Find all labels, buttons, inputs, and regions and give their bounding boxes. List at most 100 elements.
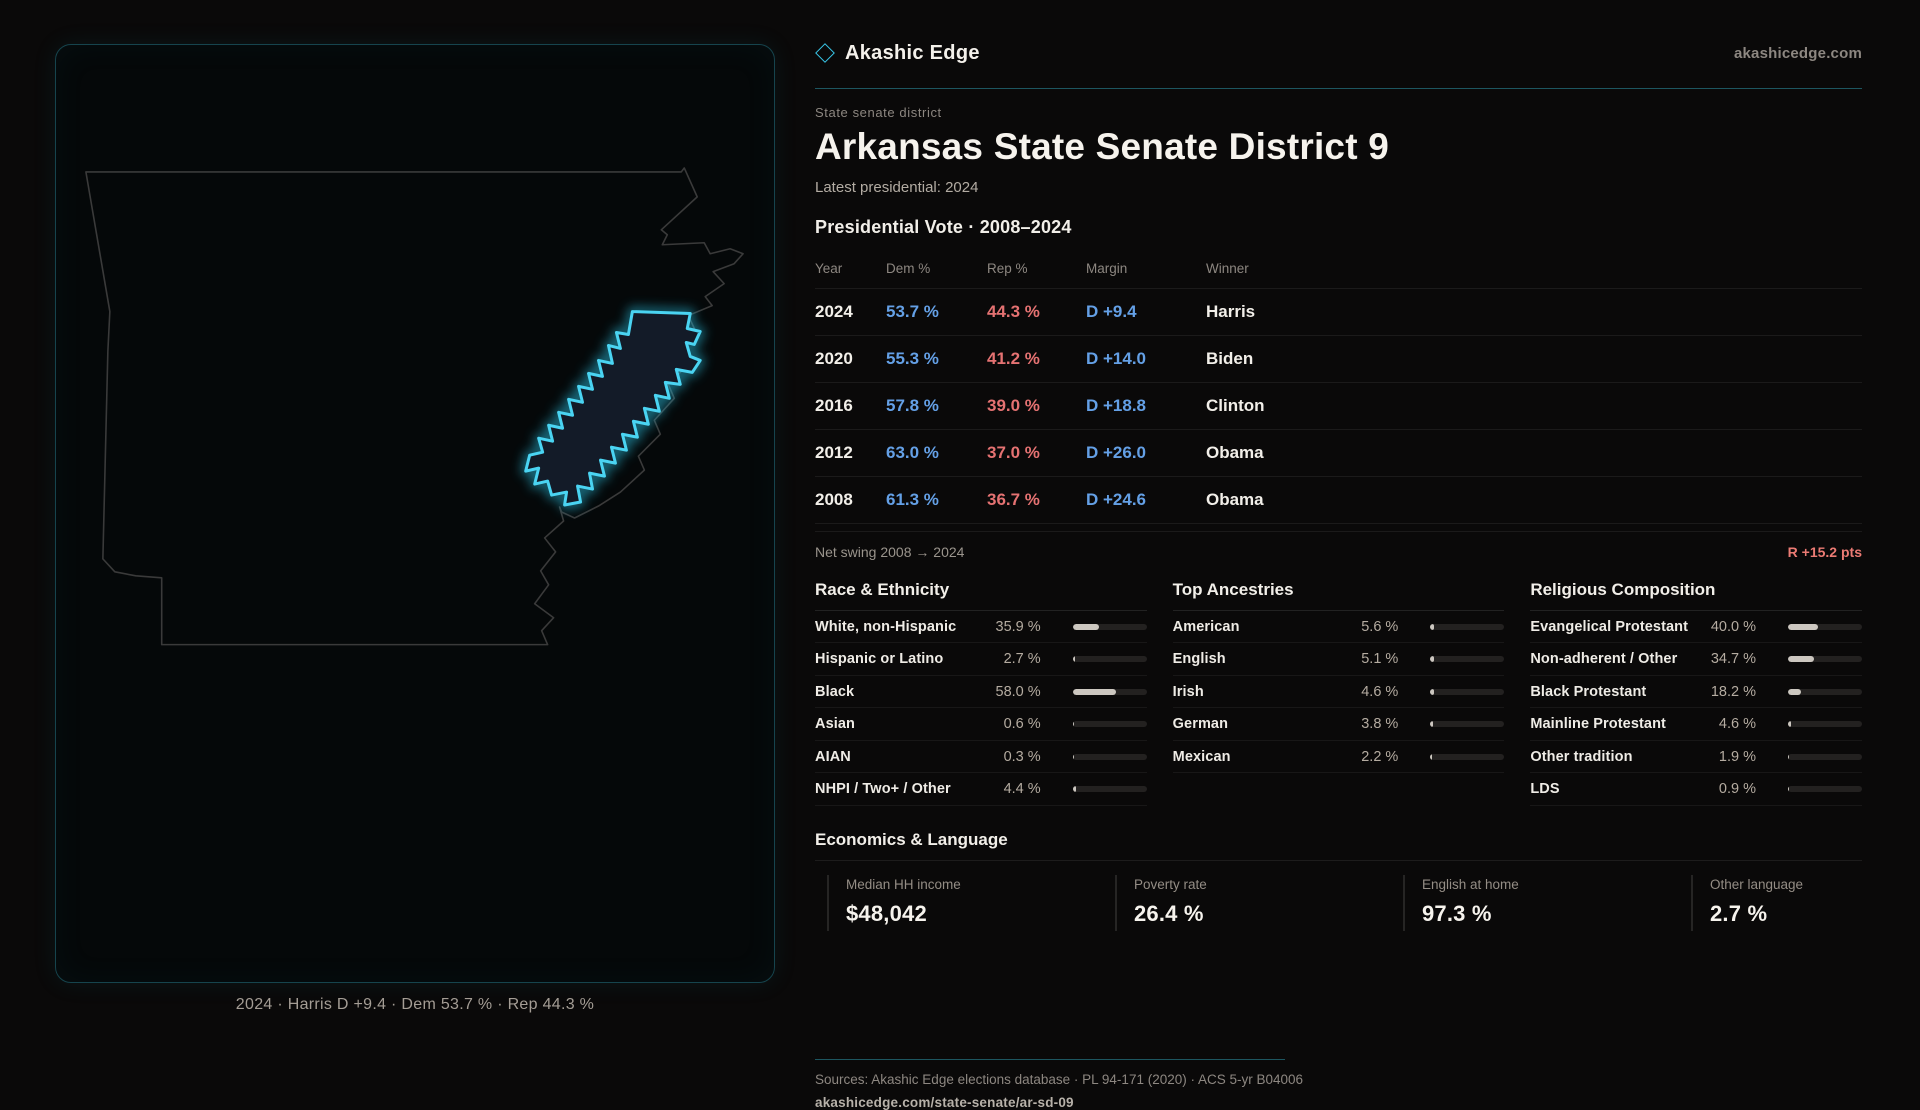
demographic-value: 18.2 % [1710,683,1756,700]
state-outline [85,167,744,646]
page-title: Arkansas State Senate District 9 [815,126,1389,167]
demographic-bar-track [1430,688,1505,695]
stat-label: English at home [1422,877,1519,893]
demographic-row: Irish 4.6 % [1172,676,1505,709]
stat-value: 97.3 % [1422,901,1492,927]
cell-winner: Obama [1206,442,1264,462]
demographic-value: 0.6 % [1003,716,1041,733]
brand-name: Akashic Edge [845,41,980,64]
cell-margin: D +26.0 [1086,442,1147,462]
demographic-bar-track [1430,721,1505,728]
demographic-row: Non-adherent / Other 34.7 % [1530,643,1862,676]
stat-block: Poverty rate 26.4 % [1115,875,1382,932]
demographic-row: LDS 0.9 % [1530,773,1862,806]
demographic-bar-fill [1430,623,1435,630]
net-swing-value: R +15.2 pts [1787,543,1862,560]
cell-year: 2020 [815,348,853,368]
election-table: Year Dem % Rep % Margin Winner 2024 53.7… [815,253,1862,524]
demographic-value: 58.0 % [995,683,1041,700]
col-header-rep: Rep % [987,260,1028,276]
demographic-label: Black [815,683,855,700]
cell-winner: Clinton [1206,395,1265,415]
demographic-label: Black Protestant [1530,683,1647,700]
cell-margin: D +14.0 [1086,348,1147,368]
demographic-label: English [1172,651,1226,668]
permalink[interactable]: akashicedge.com/state-senate/ar-sd-09 [815,1095,1074,1110]
stat-label: Other language [1710,877,1804,893]
demographic-bar-fill [1787,688,1802,695]
header-divider [815,88,1862,89]
col-header-winner: Winner [1206,260,1249,276]
demographic-value: 34.7 % [1710,651,1756,668]
economics-stats: Median HH income $48,042 Poverty rate 26… [815,875,1862,932]
demographic-row: AIAN 0.3 % [815,741,1147,774]
cell-winner: Obama [1206,489,1264,509]
footer-divider [815,1059,1285,1061]
demographic-label: Non-adherent / Other [1530,651,1678,668]
cell-winner: Biden [1206,348,1254,368]
demographics-section: Race & Ethnicity White, non-Hispanic 35.… [815,580,1862,806]
demographic-row: German 3.8 % [1172,708,1505,741]
demographic-bar-track [1787,688,1862,695]
demographic-label: Mainline Protestant [1530,716,1666,733]
economics-title: Economics & Language [815,830,1862,861]
demographic-bar-track [1072,786,1147,793]
election-table-row: 2012 63.0 % 37.0 % D +26.0 Obama [815,428,1862,476]
brand-domain-link[interactable]: akashicedge.com [1733,44,1862,62]
demographic-value: 2.7 % [1003,651,1041,668]
cell-winner: Harris [1206,301,1256,321]
stat-value: $48,042 [846,901,927,927]
cell-margin: D +9.4 [1086,301,1137,321]
demographic-row: Other tradition 1.9 % [1530,741,1862,774]
cell-year: 2024 [815,301,853,321]
demographic-bar-track [1430,753,1505,760]
district-type-label: State senate district [815,105,942,120]
election-table-row: 2016 57.8 % 39.0 % D +18.8 Clinton [815,381,1862,429]
demographic-row: NHPI / Two+ / Other 4.4 % [815,773,1147,806]
demographic-bar-fill [1430,688,1434,695]
cell-dem-pct: 63.0 % [886,442,939,462]
cell-year: 2008 [815,489,853,509]
demographic-bar-fill [1787,721,1792,728]
demographic-bar-track [1787,623,1862,630]
demographic-value: 4.6 % [1718,716,1756,733]
religion-list: Evangelical Protestant 40.0 % Non-adhere… [1530,611,1862,806]
demographic-bar-fill [1072,721,1074,728]
demographic-value: 5.6 % [1361,618,1399,635]
demographic-label: NHPI / Two+ / Other [815,781,951,798]
map-caption: 2024 · Harris D +9.4 · Dem 53.7 % · Rep … [235,996,595,1013]
demographic-value: 5.1 % [1361,651,1399,668]
stat-value: 2.7 % [1710,901,1768,927]
demographic-bar-fill [1787,786,1790,793]
net-swing-label: Net swing 2008 → 2024 [815,543,965,560]
ancestries-column: Top Ancestries American 5.6 % English 5.… [1172,580,1505,806]
demographic-row: Mexican 2.2 % [1172,741,1505,774]
demographic-bar-track [1072,721,1147,728]
cell-dem-pct: 55.3 % [886,348,939,368]
race-ethnicity-list: White, non-Hispanic 35.9 % Hispanic or L… [815,611,1147,806]
stat-value: 26.4 % [1134,901,1204,927]
demographic-label: German [1172,716,1229,733]
stat-block: Median HH income $48,042 [827,875,1094,932]
demographic-bar-track [1072,753,1147,760]
header: Akashic Edge akashicedge.com [815,36,1862,70]
demographic-bar-track [1430,656,1505,663]
stat-label: Poverty rate [1134,877,1207,893]
ancestries-title: Top Ancestries [1172,580,1505,611]
cell-margin: D +24.6 [1086,489,1147,509]
district-report: Akashic Edge akashicedge.com State senat… [815,36,1862,1110]
demographic-bar-track [1787,753,1862,760]
cell-rep-pct: 41.2 % [987,348,1040,368]
district-shape[interactable] [524,310,702,507]
demographic-bar-fill [1787,656,1814,663]
col-header-margin: Margin [1086,260,1128,276]
cell-dem-pct: 61.3 % [886,489,939,509]
election-table-header: Year Dem % Rep % Margin Winner [815,253,1862,288]
demographic-row: Asian 0.6 % [815,708,1147,741]
stat-label: Median HH income [846,877,961,893]
demographic-label: Evangelical Protestant [1530,618,1689,635]
demographic-value: 0.9 % [1718,781,1756,798]
demographic-bar-fill [1072,786,1076,793]
demographic-value: 2.2 % [1361,748,1399,765]
religion-title: Religious Composition [1530,580,1862,611]
